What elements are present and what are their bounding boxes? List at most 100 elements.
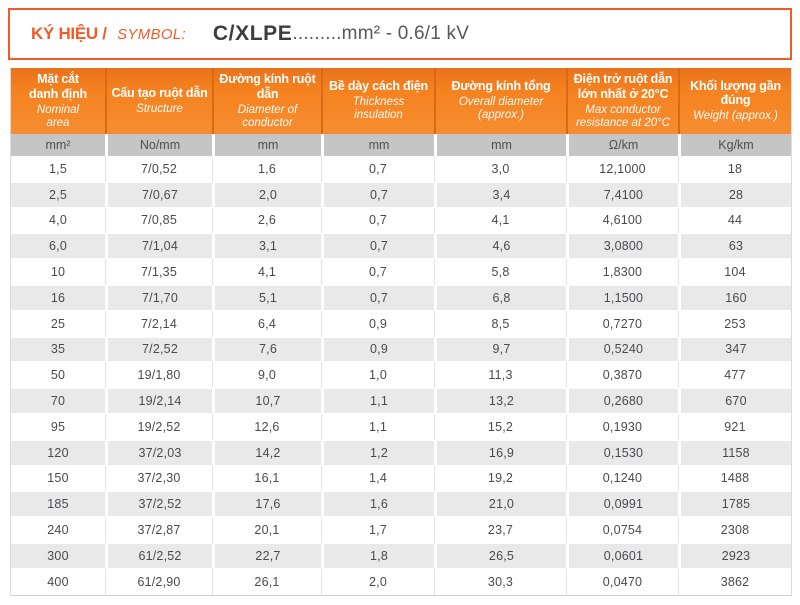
data-cell: 12,6 <box>212 413 321 440</box>
data-cell: 400 <box>11 568 105 595</box>
data-cell: 2923 <box>678 542 791 569</box>
table-row: 185 37/2,52 17,6 1,6 21,0 0,0991 1785 <box>11 491 791 518</box>
data-cell: 185 <box>11 491 105 518</box>
data-cell: 0,9 <box>321 310 434 337</box>
data-cell: 5,8 <box>434 259 566 285</box>
data-cell: 1,6 <box>321 491 434 518</box>
data-cell: 4,1 <box>212 259 321 285</box>
data-cell: 63 <box>678 233 791 260</box>
data-cell: 44 <box>678 207 791 234</box>
data-cell: 1,4 <box>321 465 434 492</box>
data-cell: 10 <box>11 259 105 285</box>
data-cell: 0,1530 <box>566 439 678 466</box>
data-cell: 0,7 <box>321 233 434 260</box>
data-cell: 1488 <box>678 465 791 492</box>
data-cell: 25 <box>11 310 105 337</box>
data-cell: 28 <box>678 181 791 208</box>
data-cell: 2,0 <box>212 181 321 208</box>
data-cell: 22,7 <box>212 542 321 569</box>
table-row: 150 37/2,30 16,1 1,4 19,2 0,1240 1488 <box>11 465 791 492</box>
table-row: 2,5 7/0,67 2,0 0,7 3,4 7,4100 28 <box>11 181 791 208</box>
data-cell: 0,0754 <box>566 517 678 543</box>
data-cell: 1,8 <box>321 542 434 569</box>
data-cell: 30,3 <box>434 568 566 595</box>
column-title-vi: Đường kính ruột dẫn <box>219 72 316 101</box>
data-cell: 1,1 <box>321 388 434 414</box>
data-cell: 6,4 <box>212 310 321 337</box>
column-title-vi: Bề dày cách điện <box>329 79 428 94</box>
data-cell: 19/1,80 <box>105 362 212 389</box>
data-cell: 5,1 <box>212 284 321 311</box>
data-cell: 2,6 <box>212 207 321 234</box>
data-cell: 7,4100 <box>566 181 678 208</box>
data-cell: 4,1 <box>434 207 566 234</box>
table-row: 400 61/2,90 26,1 2,0 30,3 0,0470 3862 <box>11 568 791 595</box>
column-title-vi: Khối lượng gần đúng <box>690 78 781 108</box>
symbol-label-vi: KÝ HIỆU / <box>31 24 112 43</box>
data-cell: 1,8300 <box>566 259 678 285</box>
column-header: Khối lượng gần đúng Weight (approx.) <box>678 68 791 134</box>
column-header: Mặt cắt danh định Nominal area <box>11 68 105 134</box>
data-cell: 19/2,52 <box>105 413 212 440</box>
data-cell: 1,0 <box>321 362 434 389</box>
data-cell: 61/2,90 <box>105 568 212 595</box>
data-cell: 7/0,85 <box>105 207 212 234</box>
data-cell: 7/0,67 <box>105 181 212 208</box>
data-cell: 2,5 <box>11 181 105 208</box>
data-cell: 0,0991 <box>566 491 678 518</box>
data-cell: 1,7 <box>321 517 434 543</box>
symbol-banner: KÝ HIỆU / SYMBOL: C/XLPE .........mm² - … <box>8 8 792 60</box>
data-cell: 35 <box>11 336 105 363</box>
data-cell: 10,7 <box>212 388 321 414</box>
column-header: Đường kính tổng Overall diameter (approx.) <box>434 68 566 134</box>
data-cell: 150 <box>11 465 105 492</box>
data-cell: 12,1000 <box>566 156 678 182</box>
column-title-vi: Mặt cắt danh định <box>29 72 87 101</box>
data-cell: 7,6 <box>212 336 321 363</box>
data-cell: 16,9 <box>434 439 566 466</box>
column-title-vi: Cấu tạo ruột dẫn <box>111 86 208 101</box>
data-cell: 7/1,04 <box>105 233 212 260</box>
data-cell: 120 <box>11 439 105 466</box>
unit-cell: mm <box>212 134 321 156</box>
data-cell: 1,1500 <box>566 284 678 311</box>
data-cell: 4,6100 <box>566 207 678 234</box>
data-cell: 26,5 <box>434 542 566 569</box>
table-row: 35 7/2,52 7,6 0,9 9,7 0,5240 347 <box>11 336 791 363</box>
data-cell: 16 <box>11 284 105 311</box>
unit-cell: No/mm <box>105 134 212 156</box>
data-cell: 37/2,52 <box>105 491 212 518</box>
data-cell: 0,1240 <box>566 465 678 492</box>
data-cell: 3,0 <box>434 156 566 182</box>
data-cell: 0,7 <box>321 207 434 234</box>
table-row: 4,0 7/0,85 2,6 0,7 4,1 4,6100 44 <box>11 207 791 234</box>
data-cell: 670 <box>678 388 791 414</box>
data-cell: 95 <box>11 413 105 440</box>
data-cell: 4,0 <box>11 207 105 234</box>
data-cell: 0,9 <box>321 336 434 363</box>
column-header: Cấu tạo ruột dẫn Structure <box>105 68 212 134</box>
cable-spec-table: Mặt cắt danh định Nominal area Cấu tạo ruột … <box>10 68 792 596</box>
data-cell: 1785 <box>678 491 791 518</box>
data-cell: 253 <box>678 310 791 337</box>
data-cell: 160 <box>678 284 791 311</box>
symbol-label-en: SYMBOL: <box>117 25 186 43</box>
table-row: 50 19/1,80 9,0 1,0 11,3 0,3870 477 <box>11 362 791 389</box>
data-cell: 921 <box>678 413 791 440</box>
data-cell: 1158 <box>678 439 791 466</box>
column-title-vi: Điện trở ruột dẫn lớn nhất ở 20°C <box>573 72 673 101</box>
table-row: 16 7/1,70 5,1 0,7 6,8 1,1500 160 <box>11 284 791 311</box>
table-row: 95 19/2,52 12,6 1,1 15,2 0,1930 921 <box>11 413 791 440</box>
data-cell: 0,5240 <box>566 336 678 363</box>
data-cell: 26,1 <box>212 568 321 595</box>
data-cell: 7/2,14 <box>105 310 212 337</box>
data-cell: 2,0 <box>321 568 434 595</box>
data-cell: 18 <box>678 156 791 182</box>
data-cell: 15,2 <box>434 413 566 440</box>
data-cell: 7/0,52 <box>105 156 212 182</box>
data-cell: 17,6 <box>212 491 321 518</box>
units-row: mm² No/mm mm mm mm Ω/km Kg/km <box>11 134 791 156</box>
table-row: 25 7/2,14 6,4 0,9 8,5 0,7270 253 <box>11 310 791 337</box>
data-cell: 2308 <box>678 517 791 543</box>
